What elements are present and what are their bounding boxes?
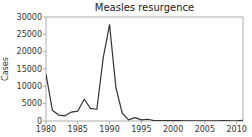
y-tick-label: 25000 — [17, 30, 42, 39]
y-axis-label: Cases — [1, 57, 10, 81]
x-tick — [109, 121, 110, 124]
x-tick — [236, 121, 237, 124]
x-tick-label: 1980 — [36, 125, 56, 134]
y-tick — [43, 103, 46, 104]
chart: 0500010000150002000025000300001980198519… — [0, 0, 252, 137]
y-tick — [43, 69, 46, 70]
plot-frame — [46, 17, 243, 121]
y-tick-label: 30000 — [17, 13, 42, 22]
y-tick — [43, 51, 46, 52]
plot-area — [46, 25, 243, 121]
y-tick — [43, 86, 46, 87]
x-tick — [46, 121, 47, 124]
y-tick-label: 20000 — [17, 47, 42, 56]
x-tick-label: 2010 — [226, 125, 246, 134]
x-tick — [173, 121, 174, 124]
title: Measles resurgence — [95, 2, 194, 13]
x-tick-label: 2005 — [195, 125, 215, 134]
y-tick-label: 15000 — [17, 65, 42, 74]
x-tick — [77, 121, 78, 124]
y-tick — [43, 17, 46, 18]
x-tick — [204, 121, 205, 124]
y-tick-label: 5000 — [22, 99, 42, 108]
y-tick — [43, 121, 46, 122]
x-tick-label: 1995 — [131, 125, 151, 134]
y-tick-label: 10000 — [17, 82, 42, 91]
x-tick — [141, 121, 142, 124]
y-tick — [43, 34, 46, 35]
line — [46, 25, 243, 121]
x-tick-label: 1985 — [68, 125, 88, 134]
x-tick-label: 2000 — [163, 125, 183, 134]
x-tick-label: 1990 — [99, 125, 119, 134]
